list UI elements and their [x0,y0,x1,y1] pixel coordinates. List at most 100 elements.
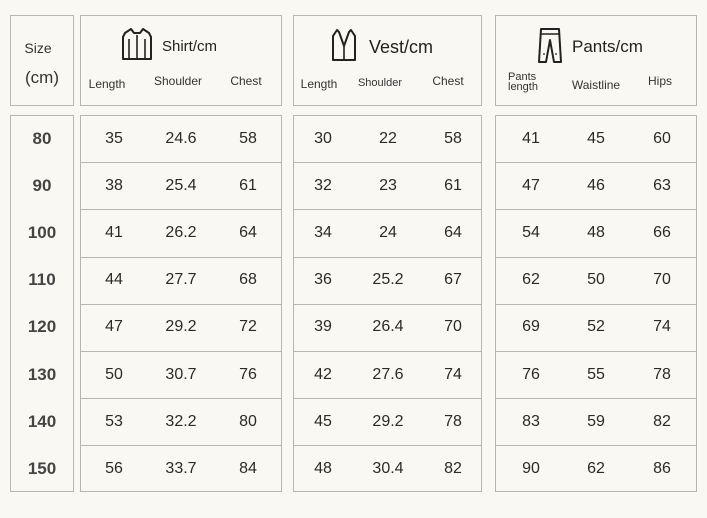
shirt-value: 76 [239,365,257,383]
size-header-box: Size (cm) [10,15,74,106]
shirt-value: 35 [105,129,123,147]
pants-value: 76 [522,365,540,383]
vest-header-box: Vest/cm Length Shoulder Chest [293,15,482,106]
row-divider [80,257,282,258]
vest-value: 74 [444,365,462,383]
vest-value: 36 [314,271,332,289]
row-divider [293,445,482,446]
row-divider [495,257,697,258]
row-divider [293,257,482,258]
pants-icon [538,28,562,63]
vest-value: 22 [379,129,397,147]
vest-value: 32 [314,176,332,194]
pants-value: 48 [587,224,605,241]
size-value: 140 [27,411,57,431]
vest-col-shoulder: Shoulder [357,77,403,89]
vest-value: 78 [444,412,462,430]
row-divider [495,162,697,163]
pants-col-hips: Hips [647,74,672,88]
pants-value: 60 [653,129,671,147]
shirt-value: 44 [105,271,123,289]
shirt-value: 84 [239,460,257,477]
shirt-value: 26.2 [165,224,197,241]
size-value: 90 [32,175,52,195]
size-header-label: Size [24,40,52,56]
shirt-value: 25.4 [165,176,197,194]
vest-col-chest: Chest [432,74,464,88]
vest-value: 23 [379,176,397,194]
pants-value: 90 [522,460,540,477]
shirt-value: 80 [239,412,257,430]
pants-value: 82 [653,412,671,430]
size-value: 150 [27,459,57,478]
row-divider [80,304,282,305]
shirt-value: 68 [239,271,257,289]
vest-value: 58 [444,129,462,147]
pants-value: 63 [653,176,671,194]
shirt-value: 72 [239,318,257,336]
shirt-col-chest: Chest [230,74,262,88]
shirt-value: 29.2 [165,318,197,336]
pants-value: 50 [587,271,605,289]
shirt-col-shoulder: Shoulder [153,74,203,88]
row-divider [495,304,697,305]
shirt-value: 38 [105,176,123,194]
vest-value: 48 [314,460,332,477]
row-divider [293,398,482,399]
pants-value: 45 [587,129,605,147]
row-divider [495,398,697,399]
vest-icon [332,29,356,61]
shirt-value: 47 [105,318,123,336]
row-divider [293,351,482,352]
vest-title: Vest/cm [369,37,434,57]
size-value: 80 [32,128,52,148]
shirt-value: 50 [105,365,123,383]
pants-value: 52 [587,318,605,336]
size-value: 120 [27,317,57,337]
pants-value: 55 [587,365,605,383]
vest-value: 27.6 [372,365,404,383]
pants-value: 78 [653,365,671,383]
shirt-body-box [80,115,282,492]
shirt-value: 30.7 [165,365,197,383]
vest-value: 25.2 [372,271,404,289]
pants-value: 74 [653,318,671,336]
vest-value: 45 [314,412,332,430]
pants-value: 83 [522,412,540,430]
vest-value: 42 [314,365,332,383]
vest-value: 26.4 [372,318,404,336]
pants-header-box: Pants/cm Pants length Waistline Hips [495,15,697,106]
shirt-value: 53 [105,412,123,430]
size-value: 130 [27,364,57,384]
shirt-value: 27.7 [165,271,197,289]
pants-value: 54 [522,224,540,241]
row-divider [80,445,282,446]
vest-value: 82 [444,460,462,477]
row-divider [495,209,697,210]
shirt-col-length: Length [88,77,126,91]
shirt-value: 58 [239,129,257,147]
size-body-box [10,115,74,492]
pants-value: 62 [587,460,605,477]
row-divider [495,445,697,446]
shirt-value: 33.7 [165,460,197,477]
shirt-value: 64 [239,224,257,241]
shirt-icon [122,28,152,60]
pants-col-waistline: Waistline [571,78,621,92]
row-divider [293,162,482,163]
pants-col-length: Pants length [508,71,538,93]
shirt-header-box: Shirt/cm Length Shoulder Chest [80,15,282,106]
shirt-value: 61 [239,176,257,194]
pants-value: 66 [653,224,671,241]
pants-value: 69 [522,318,540,336]
vest-value: 34 [314,224,332,241]
vest-value: 30.4 [372,460,404,477]
size-value: 100 [27,223,57,242]
vest-col-length: Length [300,77,338,91]
size-value: 110 [28,270,56,290]
row-divider [80,351,282,352]
row-divider [293,209,482,210]
vest-value: 64 [444,224,462,241]
pants-value: 59 [587,412,605,430]
size-header-unit: (cm) [25,68,59,87]
